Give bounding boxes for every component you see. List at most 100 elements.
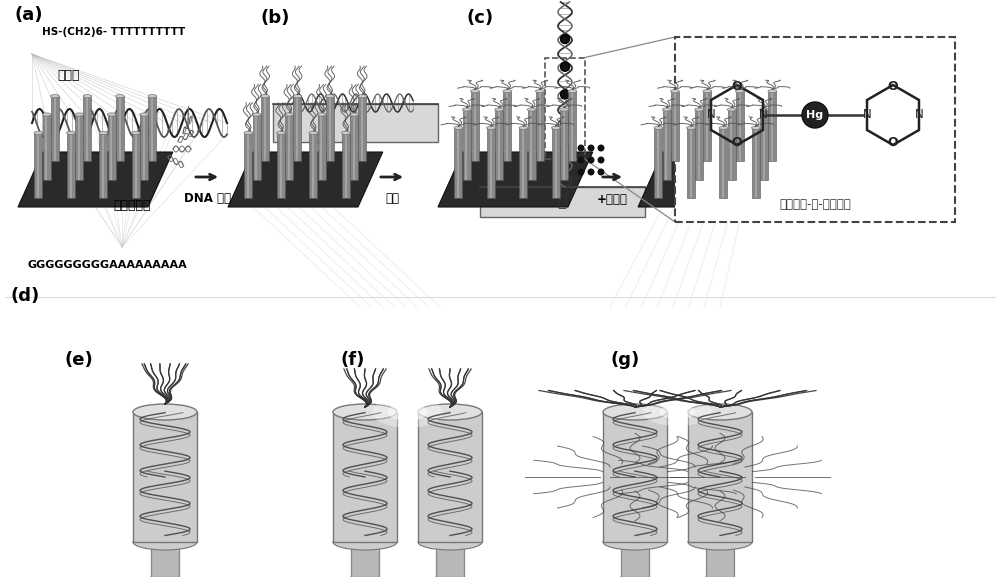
Circle shape <box>560 90 570 99</box>
Bar <box>247 133 249 198</box>
Ellipse shape <box>50 95 59 98</box>
Bar <box>70 133 72 198</box>
Ellipse shape <box>75 113 84 116</box>
Ellipse shape <box>83 95 92 98</box>
Bar <box>739 91 741 161</box>
Bar <box>698 110 700 179</box>
Bar <box>133 412 197 542</box>
Ellipse shape <box>34 131 43 134</box>
Bar <box>519 128 527 198</box>
Text: 信号输出端: 信号输出端 <box>113 199 151 212</box>
Bar <box>309 133 317 198</box>
Ellipse shape <box>436 574 464 577</box>
Bar <box>418 412 482 542</box>
Bar <box>465 110 467 179</box>
Ellipse shape <box>309 131 318 134</box>
Text: HS-(CH2)6- TTTTTTTTTТ: HS-(CH2)6- TTTTTTTTTТ <box>42 27 185 37</box>
Bar <box>110 114 112 179</box>
Ellipse shape <box>244 131 253 134</box>
Bar <box>54 96 56 161</box>
Ellipse shape <box>148 95 157 98</box>
Bar <box>151 542 179 577</box>
Circle shape <box>802 102 828 128</box>
Bar <box>253 114 261 179</box>
Text: 金: 金 <box>557 194 567 209</box>
Ellipse shape <box>706 574 734 577</box>
Bar <box>545 58 585 159</box>
Ellipse shape <box>418 534 482 550</box>
Bar <box>361 96 363 161</box>
Bar <box>671 91 679 161</box>
Bar <box>530 110 532 179</box>
Circle shape <box>578 144 584 152</box>
Text: O: O <box>732 137 742 149</box>
Ellipse shape <box>325 95 334 98</box>
Ellipse shape <box>503 89 512 93</box>
Bar <box>506 91 508 161</box>
Ellipse shape <box>252 113 261 116</box>
Bar <box>454 128 462 198</box>
Bar <box>768 91 776 161</box>
Bar <box>663 110 671 179</box>
Circle shape <box>598 168 604 175</box>
Ellipse shape <box>519 126 528 129</box>
Ellipse shape <box>454 126 463 129</box>
Bar <box>326 96 334 161</box>
Text: N: N <box>707 108 715 122</box>
Bar <box>690 128 692 198</box>
Ellipse shape <box>285 113 294 116</box>
Ellipse shape <box>688 534 752 550</box>
Bar <box>264 96 266 161</box>
Ellipse shape <box>151 538 179 545</box>
Ellipse shape <box>398 407 418 417</box>
Ellipse shape <box>751 126 760 129</box>
Text: O: O <box>888 137 898 149</box>
Bar <box>555 128 557 198</box>
Circle shape <box>588 168 594 175</box>
Text: (a): (a) <box>14 6 42 24</box>
Ellipse shape <box>372 396 442 428</box>
Ellipse shape <box>317 113 326 116</box>
Bar <box>75 114 83 179</box>
Text: (c): (c) <box>467 9 494 27</box>
Ellipse shape <box>418 404 482 420</box>
Bar <box>43 114 51 179</box>
Ellipse shape <box>260 95 269 98</box>
Ellipse shape <box>293 95 302 98</box>
Bar <box>539 91 541 161</box>
Bar <box>688 412 752 542</box>
Bar <box>350 114 358 179</box>
Bar <box>771 91 773 161</box>
Ellipse shape <box>768 89 777 93</box>
Bar <box>522 128 524 198</box>
Circle shape <box>598 144 604 152</box>
Bar <box>474 91 476 161</box>
Bar <box>78 114 80 179</box>
Bar <box>86 96 88 161</box>
Ellipse shape <box>735 89 744 93</box>
Bar <box>45 114 47 179</box>
Ellipse shape <box>688 404 752 420</box>
Bar <box>463 110 471 179</box>
Ellipse shape <box>642 398 712 426</box>
Bar <box>277 133 285 198</box>
Bar <box>67 133 75 198</box>
Ellipse shape <box>115 95 124 98</box>
Bar <box>490 128 492 198</box>
Bar <box>495 110 503 179</box>
Circle shape <box>560 118 570 127</box>
Bar <box>342 133 350 198</box>
Ellipse shape <box>133 404 197 420</box>
Bar <box>603 412 667 542</box>
Bar <box>244 133 252 198</box>
Bar <box>116 96 124 161</box>
Bar <box>487 128 495 198</box>
Circle shape <box>560 35 570 43</box>
Bar <box>763 110 765 179</box>
Polygon shape <box>228 152 383 207</box>
Ellipse shape <box>662 108 671 111</box>
Ellipse shape <box>495 108 504 111</box>
Bar <box>34 133 42 198</box>
Bar <box>552 128 560 198</box>
Ellipse shape <box>462 108 471 111</box>
